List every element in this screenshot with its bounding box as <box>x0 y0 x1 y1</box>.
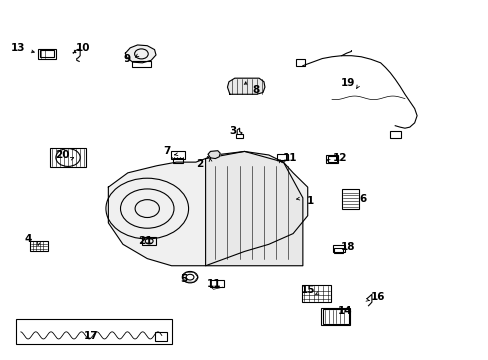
Polygon shape <box>108 152 307 266</box>
Text: 19: 19 <box>340 78 354 88</box>
Text: 4: 4 <box>24 234 32 244</box>
Polygon shape <box>205 152 302 266</box>
Bar <box>210 280 224 287</box>
Bar <box>332 245 345 252</box>
Bar <box>38 49 56 59</box>
Bar <box>321 307 350 325</box>
Bar <box>341 189 358 208</box>
Text: 20: 20 <box>55 150 70 160</box>
Bar <box>170 151 185 158</box>
Bar <box>295 59 305 66</box>
Bar <box>155 332 167 341</box>
Bar <box>50 148 86 167</box>
Text: 6: 6 <box>359 194 366 203</box>
Text: 13: 13 <box>11 43 25 53</box>
Text: 3: 3 <box>229 126 237 136</box>
Text: 21: 21 <box>138 236 153 246</box>
Bar <box>323 309 348 324</box>
Text: 18: 18 <box>341 242 355 252</box>
Text: 16: 16 <box>370 292 384 302</box>
Bar <box>131 61 151 67</box>
Text: 11: 11 <box>207 279 221 289</box>
Text: 5: 5 <box>180 274 187 284</box>
Bar <box>327 156 336 162</box>
Text: 8: 8 <box>252 85 259 95</box>
Bar <box>301 285 330 302</box>
Bar <box>172 158 183 163</box>
Bar <box>40 50 54 57</box>
Bar <box>334 248 343 253</box>
Bar <box>142 237 156 245</box>
Text: 9: 9 <box>123 54 130 64</box>
Text: 11: 11 <box>283 153 297 163</box>
Bar <box>277 154 287 160</box>
Polygon shape <box>207 151 220 158</box>
Text: 1: 1 <box>306 197 314 206</box>
Text: 10: 10 <box>76 43 90 53</box>
Bar <box>16 319 171 343</box>
Bar <box>389 131 400 138</box>
Text: 12: 12 <box>332 153 346 163</box>
Text: 2: 2 <box>196 159 203 169</box>
Bar <box>30 241 48 251</box>
Bar <box>235 134 243 138</box>
Bar <box>325 155 338 163</box>
Polygon shape <box>125 45 156 63</box>
Polygon shape <box>227 78 264 94</box>
Text: 15: 15 <box>300 285 314 295</box>
Text: 14: 14 <box>337 306 351 316</box>
Text: 7: 7 <box>163 147 170 157</box>
Text: 17: 17 <box>84 332 99 342</box>
